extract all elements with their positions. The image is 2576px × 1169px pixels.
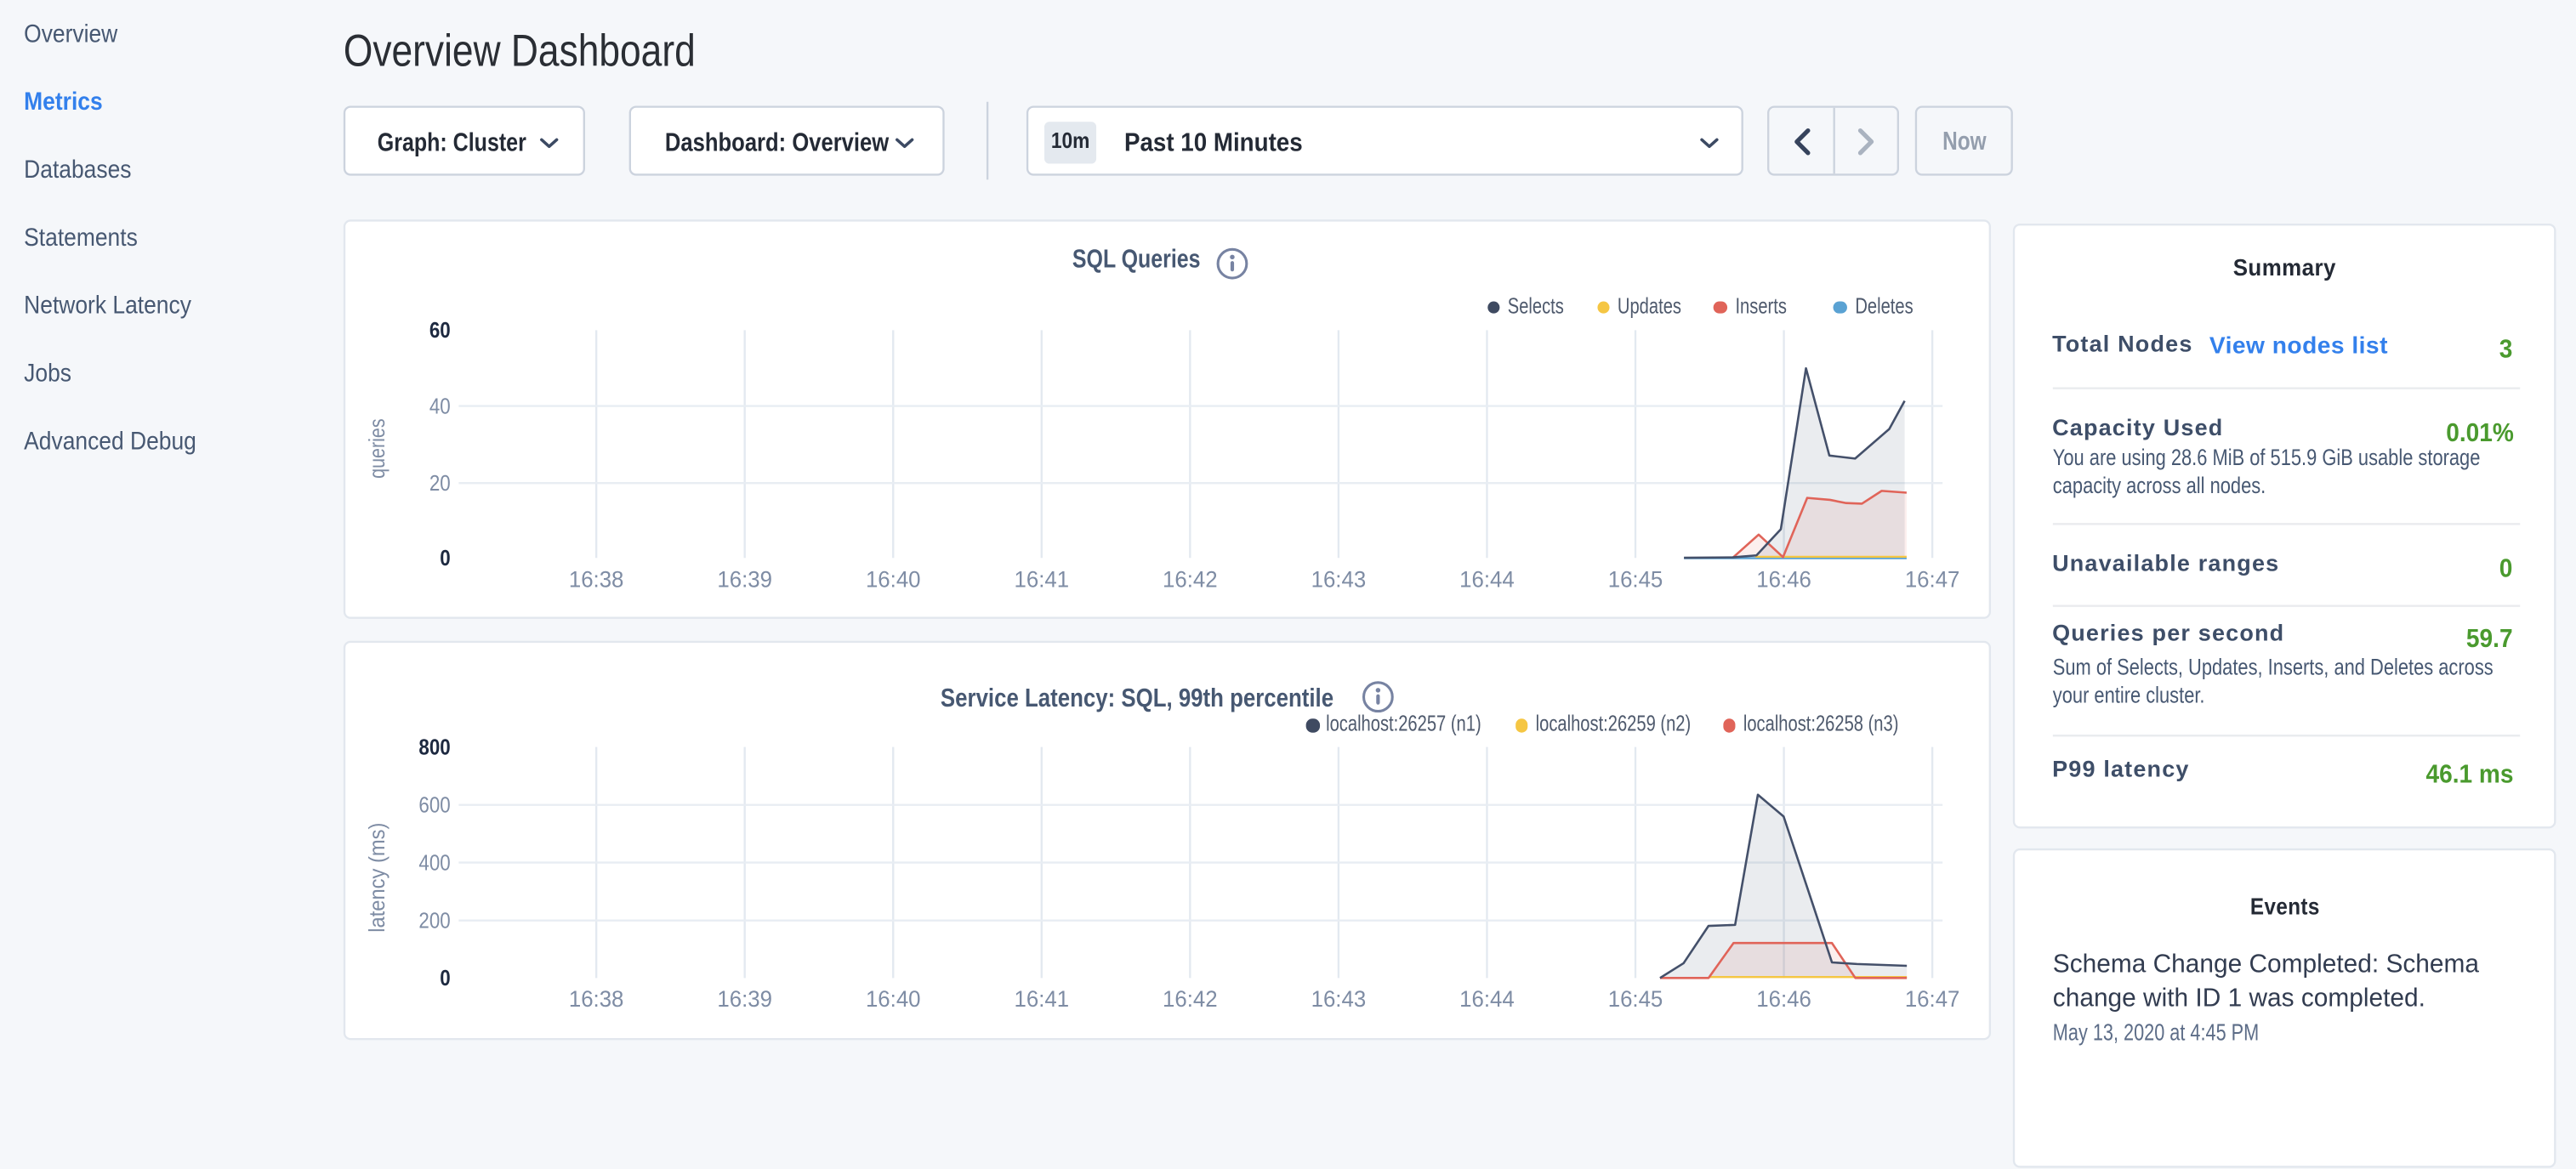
svg-text:16:40: 16:40 [865,565,920,591]
svg-text:800: 800 [418,736,449,760]
svg-text:16:40: 16:40 [865,986,920,1012]
svg-text:16:41: 16:41 [1014,565,1069,591]
svg-text:16:47: 16:47 [1904,986,1959,1012]
svg-text:queries: queries [365,417,389,477]
svg-text:16:43: 16:43 [1311,986,1366,1012]
svg-text:16:38: 16:38 [568,986,623,1012]
svg-text:16:39: 16:39 [716,565,771,591]
svg-text:16:42: 16:42 [1162,565,1217,591]
svg-text:16:44: 16:44 [1459,565,1514,591]
svg-text:60: 60 [429,318,450,342]
svg-text:16:41: 16:41 [1014,986,1069,1012]
svg-text:40: 40 [429,394,450,417]
svg-text:16:38: 16:38 [568,565,623,591]
svg-text:20: 20 [429,471,450,495]
svg-text:0: 0 [439,967,449,990]
svg-text:16:46: 16:46 [1755,565,1811,591]
svg-text:16:42: 16:42 [1162,986,1217,1012]
svg-text:600: 600 [418,794,449,818]
svg-text:16:39: 16:39 [716,986,771,1012]
svg-text:latency (ms): latency (ms) [365,823,389,933]
svg-text:16:43: 16:43 [1311,565,1366,591]
svg-text:16:47: 16:47 [1904,565,1959,591]
svg-text:16:44: 16:44 [1459,986,1514,1012]
svg-text:16:46: 16:46 [1755,986,1811,1012]
svg-text:16:45: 16:45 [1607,986,1663,1012]
svg-text:200: 200 [418,910,449,933]
svg-text:400: 400 [418,852,449,876]
svg-text:16:45: 16:45 [1607,565,1663,591]
svg-text:0: 0 [439,546,449,570]
